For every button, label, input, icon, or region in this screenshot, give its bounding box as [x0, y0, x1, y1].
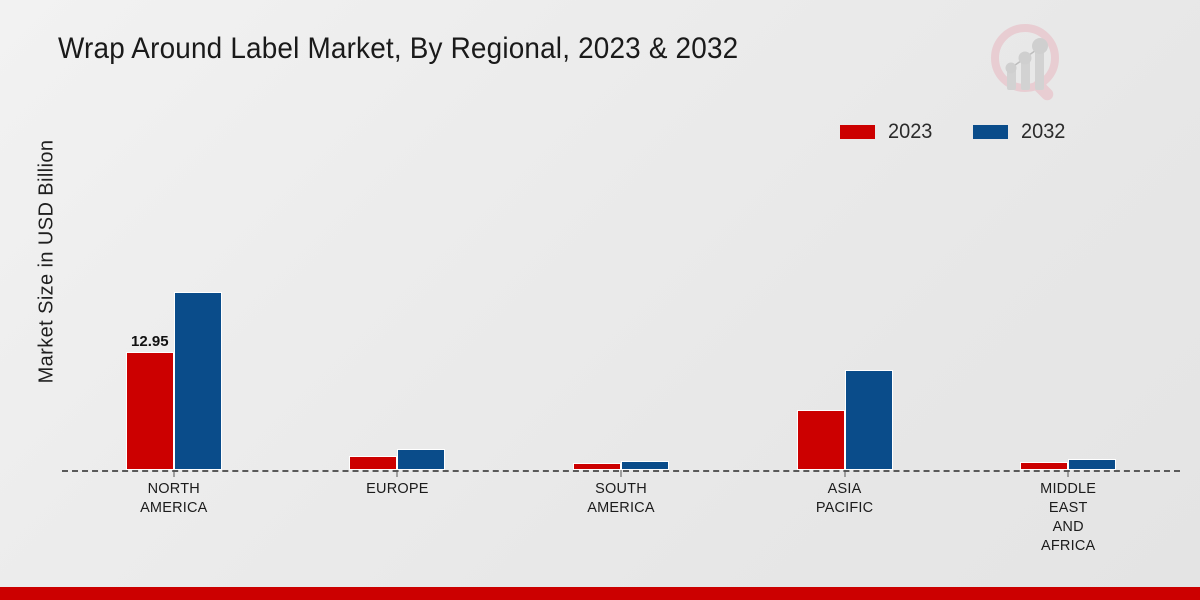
category-line: AFRICA — [1040, 538, 1096, 554]
legend-item-2032[interactable]: 2032 — [972, 120, 1068, 144]
bar-2023[interactable] — [572, 463, 621, 470]
category-line: SOUTH — [595, 481, 647, 497]
bars — [509, 160, 733, 470]
x-axis-category-label: NORTH AMERICA — [62, 480, 286, 518]
category-line: AMERICA — [140, 500, 208, 516]
bar-group: MIDDLE EAST AND AFRICA — [956, 160, 1180, 554]
bars — [733, 160, 957, 470]
plot-area: 12.95 NORTH AMERICA EUROPE SOUTH AMERICA ASIA P… — [40, 160, 1190, 554]
bar-2032[interactable] — [1068, 459, 1117, 470]
bar-2023[interactable] — [796, 409, 845, 470]
bar-groups: 12.95 NORTH AMERICA EUROPE SOUTH AMERICA ASIA P… — [62, 160, 1180, 554]
market-research-logo-watermark — [985, 18, 1075, 110]
chart-legend: 2023 2032 — [840, 120, 1067, 144]
x-axis-category-label: MIDDLE EAST AND AFRICA — [956, 480, 1180, 556]
category-line: NORTH — [147, 481, 200, 497]
category-line: ASIA — [827, 481, 862, 497]
bar-2023[interactable] — [1020, 462, 1069, 470]
x-axis-tick — [844, 470, 846, 477]
bar-2032[interactable] — [397, 449, 446, 470]
legend-swatch-2032 — [972, 125, 1008, 139]
category-line: AND — [1052, 519, 1084, 535]
legend-label-2023: 2023 — [888, 120, 933, 143]
x-axis-category-label: ASIA PACIFIC — [733, 480, 957, 518]
category-line: EAST — [1048, 500, 1088, 516]
x-axis-category-label: EUROPE — [286, 480, 510, 499]
x-axis-tick — [396, 470, 398, 477]
bar-2023[interactable] — [125, 351, 174, 470]
bar-value-label: 12.95 — [131, 332, 169, 350]
legend-swatch-2023 — [840, 125, 875, 139]
x-axis-tick — [620, 470, 622, 477]
bars: 12.95 — [62, 160, 286, 470]
category-line: PACIFIC — [815, 500, 874, 516]
bar-2032[interactable] — [620, 460, 669, 470]
bar-group: SOUTH AMERICA — [509, 160, 733, 516]
category-line: MIDDLE — [1040, 481, 1097, 497]
page-title: Wrap Around Label Market, By Regional, 2… — [58, 32, 739, 65]
x-axis-tick — [173, 470, 175, 477]
bar-group: EUROPE — [286, 160, 510, 497]
bar-group: 12.95 NORTH AMERICA — [62, 160, 286, 516]
bars — [956, 160, 1180, 470]
bar-2032[interactable] — [844, 370, 893, 470]
bar-group: ASIA PACIFIC — [733, 160, 957, 516]
category-line: EUROPE — [366, 481, 429, 497]
category-line: AMERICA — [587, 500, 655, 516]
bar-2023[interactable] — [349, 456, 398, 470]
footer-accent-bar — [0, 587, 1200, 600]
bar-2032[interactable] — [173, 292, 222, 470]
x-axis-tick — [1067, 470, 1069, 477]
x-axis-category-label: SOUTH AMERICA — [509, 480, 733, 518]
bars — [286, 160, 510, 470]
legend-label-2032: 2032 — [1020, 120, 1066, 143]
legend-item-2023[interactable]: 2023 — [840, 120, 935, 144]
